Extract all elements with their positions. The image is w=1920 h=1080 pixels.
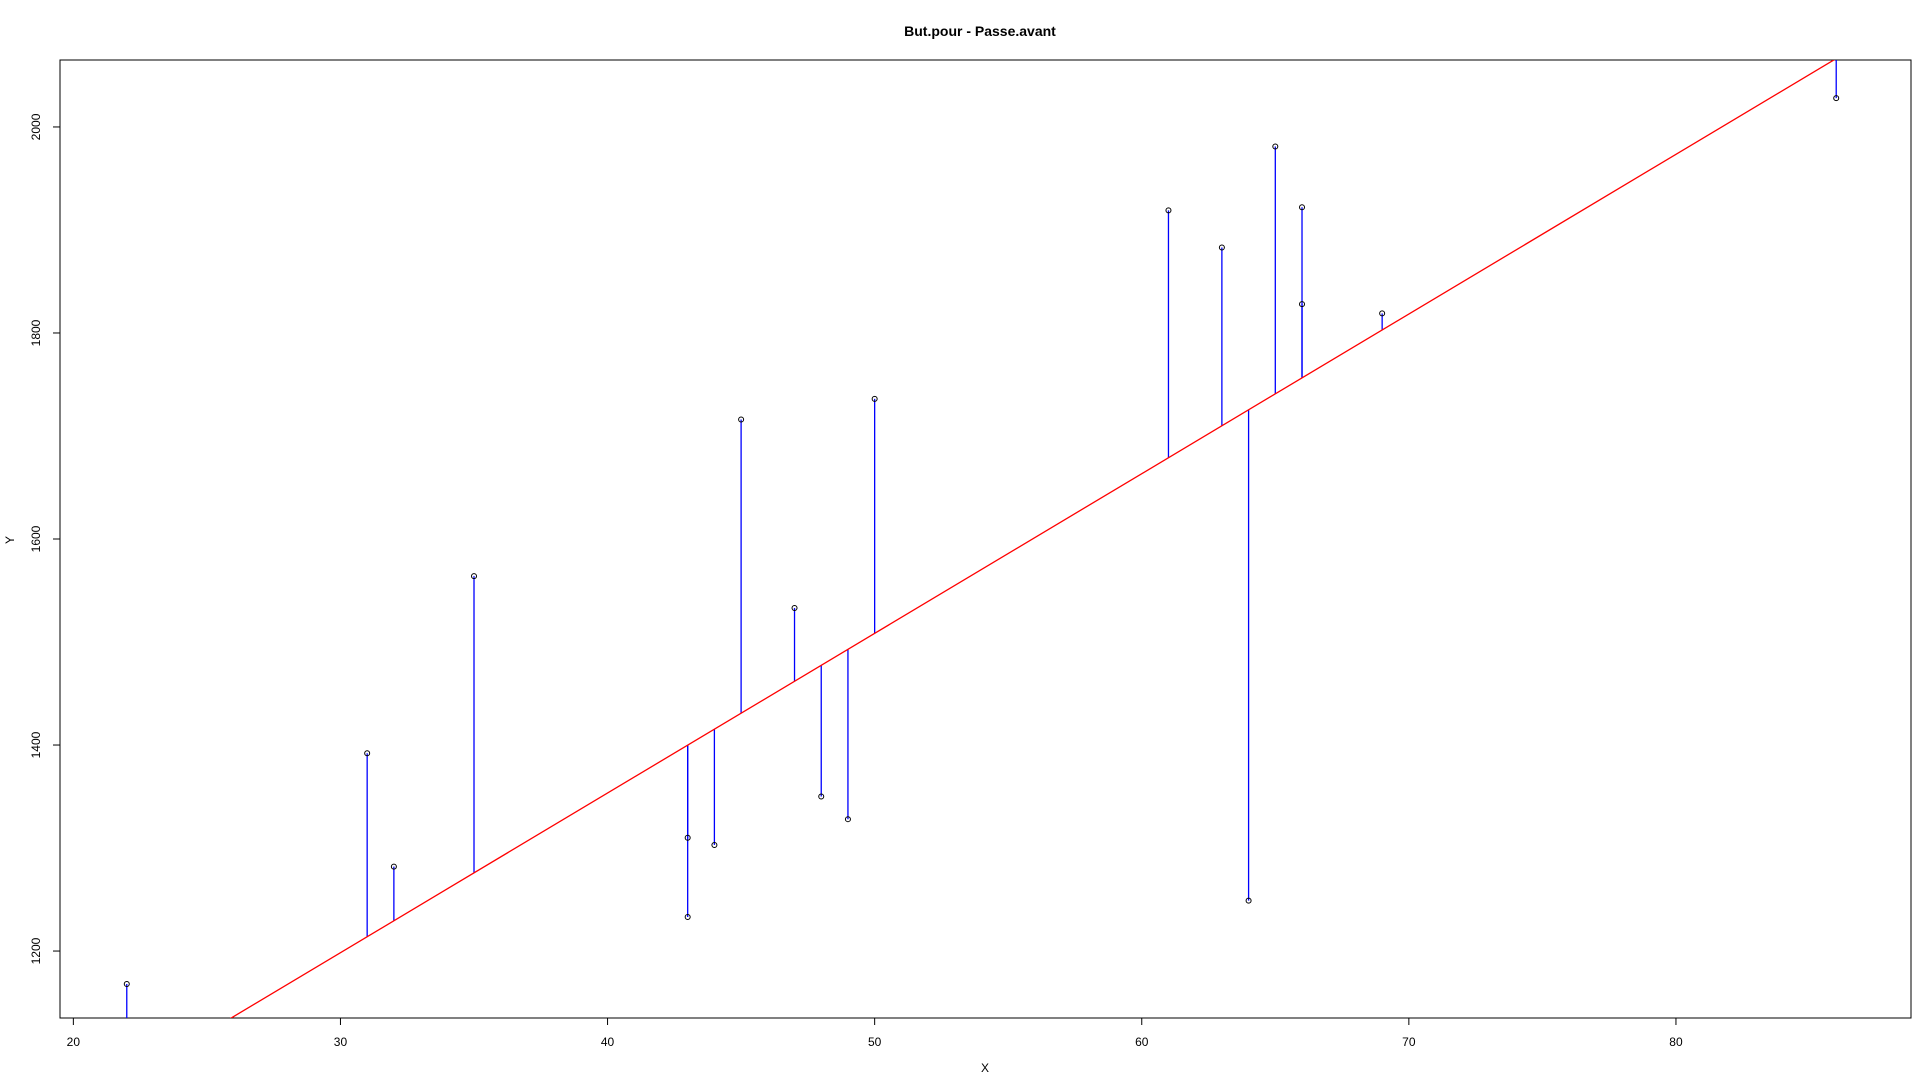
data-point bbox=[1245, 897, 1252, 904]
data-point bbox=[1379, 310, 1386, 317]
data-points bbox=[123, 95, 1840, 988]
y-tick-label: 1200 bbox=[29, 937, 43, 964]
data-point bbox=[390, 863, 397, 870]
residual-lines bbox=[126, 60, 1837, 1018]
data-point bbox=[1299, 204, 1306, 211]
x-tick-label: 40 bbox=[601, 1035, 615, 1049]
regression-line bbox=[229, 60, 1836, 1018]
data-point bbox=[844, 816, 851, 823]
data-point bbox=[1833, 95, 1840, 102]
regression-line-group bbox=[229, 60, 1836, 1018]
plot-frame bbox=[59, 59, 1912, 1019]
y-tick-label: 2000 bbox=[29, 113, 43, 140]
data-point bbox=[818, 793, 825, 800]
data-point bbox=[471, 573, 478, 580]
y-axis: 1200 1400 1600 1800 2000 bbox=[29, 113, 60, 964]
data-point bbox=[871, 395, 878, 402]
y-tick-label: 1800 bbox=[29, 319, 43, 346]
data-point bbox=[1299, 301, 1306, 308]
data-point bbox=[364, 750, 371, 757]
y-tick-label: 1400 bbox=[29, 731, 43, 758]
data-point bbox=[1165, 207, 1172, 214]
x-tick-label: 30 bbox=[334, 1035, 348, 1049]
x-tick-label: 60 bbox=[1135, 1035, 1149, 1049]
data-point bbox=[684, 914, 691, 921]
x-axis: 20 30 40 50 60 70 80 bbox=[67, 1018, 1683, 1049]
data-point bbox=[791, 605, 798, 612]
data-point bbox=[684, 834, 691, 841]
data-point bbox=[738, 416, 745, 423]
x-tick-label: 50 bbox=[868, 1035, 882, 1049]
data-point bbox=[1218, 244, 1225, 251]
chart-title: But.pour - Passe.avant bbox=[904, 23, 1056, 39]
data-point bbox=[711, 841, 718, 848]
x-tick-label: 20 bbox=[67, 1035, 81, 1049]
x-axis-label: X bbox=[981, 1061, 989, 1075]
data-point bbox=[1272, 143, 1279, 150]
y-axis-label: Y bbox=[3, 536, 17, 544]
data-point bbox=[123, 981, 130, 988]
y-tick-label: 1600 bbox=[29, 525, 43, 552]
x-tick-label: 70 bbox=[1402, 1035, 1416, 1049]
x-tick-label: 80 bbox=[1669, 1035, 1683, 1049]
